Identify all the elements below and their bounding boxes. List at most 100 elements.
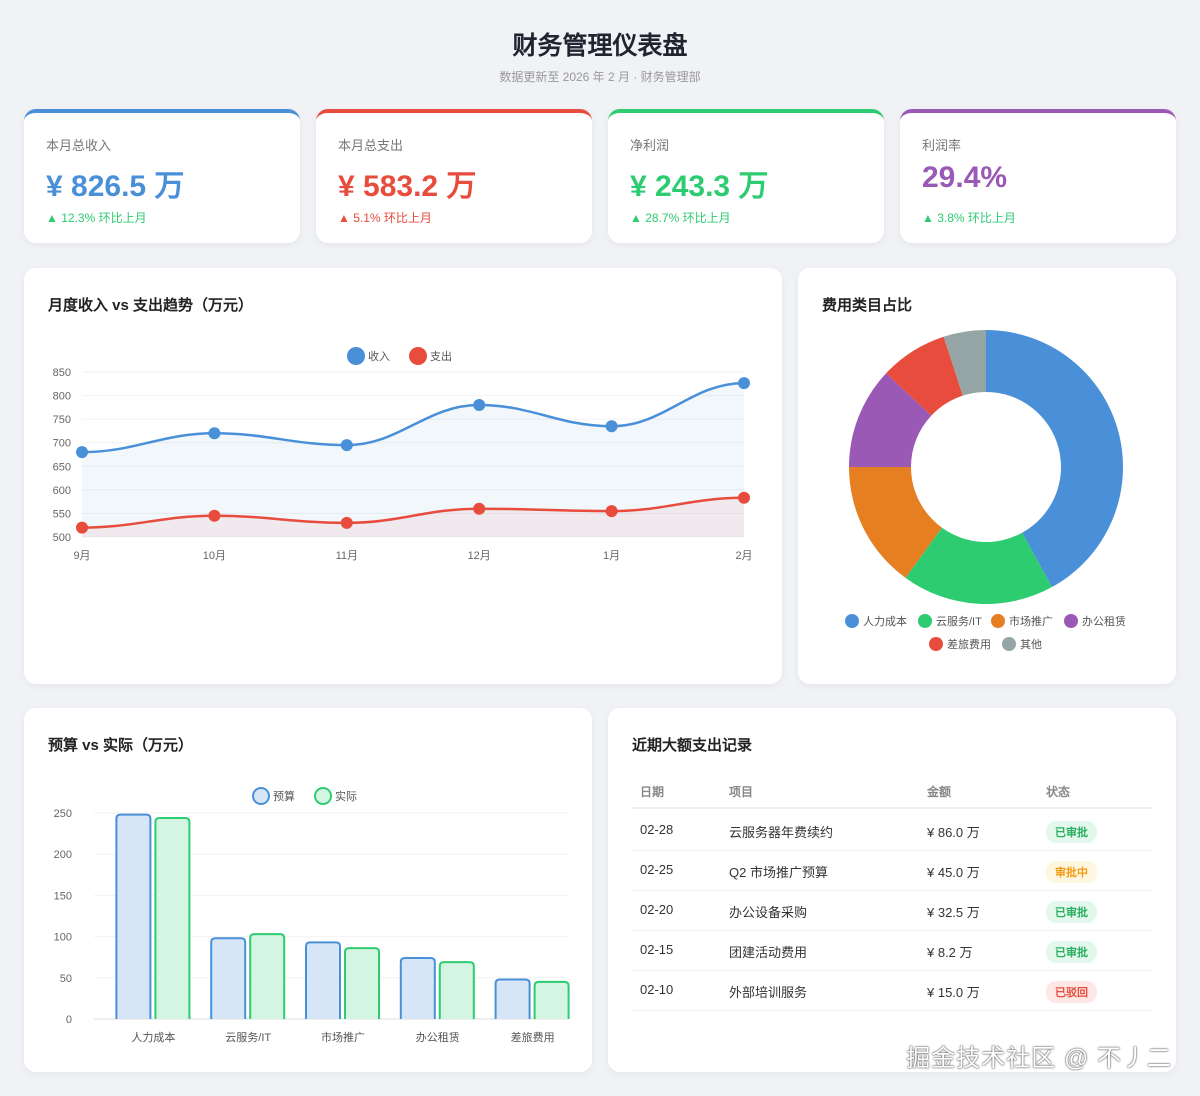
cell-amount: ¥ 45.0 万: [927, 865, 980, 880]
cell-item: 云服务器年费续约: [729, 825, 834, 840]
y-tick-label: 250: [54, 808, 72, 820]
status-badge: 已驳回: [1046, 981, 1097, 1003]
x-tick-label: 12月: [468, 550, 491, 562]
x-tick-label: 2月: [735, 550, 752, 562]
legend-label: 办公租赁: [1082, 614, 1126, 628]
kpi-value: ¥ 583.2 万: [338, 170, 477, 203]
y-tick-label: 600: [53, 485, 71, 497]
data-point: [738, 491, 750, 504]
row-divider: [632, 890, 1152, 891]
header-divider: [632, 807, 1152, 809]
x-tick-label: 办公租赁: [416, 1030, 460, 1044]
bar: [438, 961, 475, 1019]
row-divider: [632, 970, 1152, 971]
cell-date: 02-15: [640, 942, 674, 957]
legend-label: 人力成本: [863, 614, 907, 628]
legend-label: 差旅费用: [947, 637, 991, 651]
column-header: 金额: [927, 785, 952, 799]
y-tick-label: 50: [60, 973, 72, 985]
column-header: 日期: [640, 785, 665, 799]
y-tick-label: 150: [54, 890, 72, 902]
donut-slice: [849, 467, 942, 578]
y-tick-label: 700: [53, 438, 71, 450]
status-badge: 已审批: [1046, 941, 1097, 963]
donut-chart-title: 费用类目占比: [822, 297, 913, 314]
data-point: [76, 521, 88, 534]
x-tick-label: 人力成本: [131, 1030, 175, 1044]
bar: [115, 813, 152, 1019]
row-divider: [632, 1010, 1152, 1011]
y-tick-label: 200: [54, 849, 72, 861]
kpi-value: 29.4%: [922, 161, 1008, 194]
legend-label: 支出: [430, 349, 452, 363]
kpi-card: 利润率 29.4% ▲ 3.8% 环比上月: [900, 109, 1176, 243]
cell-item: 外部培训服务: [729, 985, 808, 1000]
data-point: [473, 399, 486, 411]
bar: [344, 947, 380, 1019]
data-point: [340, 439, 353, 452]
legend-marker: [347, 347, 365, 365]
legend-marker: [929, 637, 943, 651]
legend-label: 预算: [273, 789, 295, 803]
trend-chart-card: 月度收入 vs 支出趋势（万元） 850 800 750 700 650 600 550 50…: [24, 268, 782, 684]
legend-label: 实际: [335, 789, 357, 803]
donut-slice: [986, 330, 1123, 588]
budget-chart-card: 预算 vs 实际（万元） 250 200 150 100 50 0 人力成本 云服务/IT 市场…: [24, 708, 592, 1072]
y-tick-label: 0: [66, 1014, 72, 1026]
series-line: [81, 381, 745, 454]
budget-bar-chart: 250 200 150 100 50 0 人力成本 云服务/IT 市场推广 办公租赁 差旅费用 预算 实…: [54, 787, 570, 1044]
bar: [154, 816, 191, 1019]
cell-date: 02-28: [640, 822, 674, 837]
status-badge: 已审批: [1046, 901, 1097, 923]
bar: [494, 978, 531, 1019]
data-point: [473, 502, 486, 515]
legend-marker: [1002, 637, 1016, 651]
y-tick-label: 850: [53, 367, 71, 379]
series-line: [81, 496, 745, 529]
x-tick-label: 1月: [603, 550, 620, 562]
data-point: [208, 509, 221, 522]
data-point: [605, 505, 618, 518]
kpi-change: ▲ 12.3% 环比上月: [46, 211, 147, 225]
y-tick-label: 500: [53, 532, 71, 544]
kpi-label: 净利润: [630, 138, 670, 153]
donut-slice: [886, 336, 963, 416]
x-tick-label: 10月: [203, 550, 226, 562]
kpi-label: 利润率: [922, 138, 962, 153]
cell-item: 办公设备采购: [729, 905, 808, 920]
legend-marker: [314, 787, 332, 805]
legend-marker: [409, 347, 427, 365]
legend-label: 市场推广: [1009, 614, 1053, 628]
series-area: [82, 497, 744, 537]
data-point: [208, 427, 221, 440]
status-badge: 已审批: [1046, 821, 1097, 843]
cell-item: 团建活动费用: [729, 945, 808, 960]
status-badge: 审批中: [1046, 861, 1097, 883]
y-tick-label: 800: [53, 391, 71, 403]
bar: [210, 937, 247, 1019]
cell-amount: ¥ 15.0 万: [927, 985, 980, 1000]
kpi-card: 本月总收入 ¥ 826.5 万 ▲ 12.3% 环比上月: [24, 109, 300, 243]
row-divider: [632, 850, 1152, 851]
budget-chart-title: 预算 vs 实际（万元）: [48, 737, 194, 754]
cell-amount: ¥ 86.0 万: [927, 825, 980, 840]
kpi-label: 本月总支出: [338, 138, 404, 153]
cell-item: Q2 市场推广预算: [729, 865, 828, 880]
kpi-change: ▲ 3.8% 环比上月: [922, 211, 1016, 225]
column-header: 项目: [729, 785, 754, 799]
kpi-card: 本月总支出 ¥ 583.2 万 ▲ 5.1% 环比上月: [316, 109, 592, 243]
x-tick-label: 9月: [73, 550, 90, 562]
x-tick-label: 市场推广: [321, 1030, 365, 1044]
donut-slice: [849, 373, 932, 467]
legend-label: 收入: [368, 349, 390, 363]
x-tick-label: 差旅费用: [511, 1030, 555, 1044]
bar: [249, 933, 286, 1019]
kpi-change: ▲ 28.7% 环比上月: [630, 211, 731, 225]
cell-amount: ¥ 32.5 万: [927, 905, 980, 920]
bar: [399, 957, 436, 1019]
legend-marker: [252, 787, 270, 805]
legend-marker: [991, 614, 1005, 628]
legend-marker: [1064, 614, 1078, 628]
